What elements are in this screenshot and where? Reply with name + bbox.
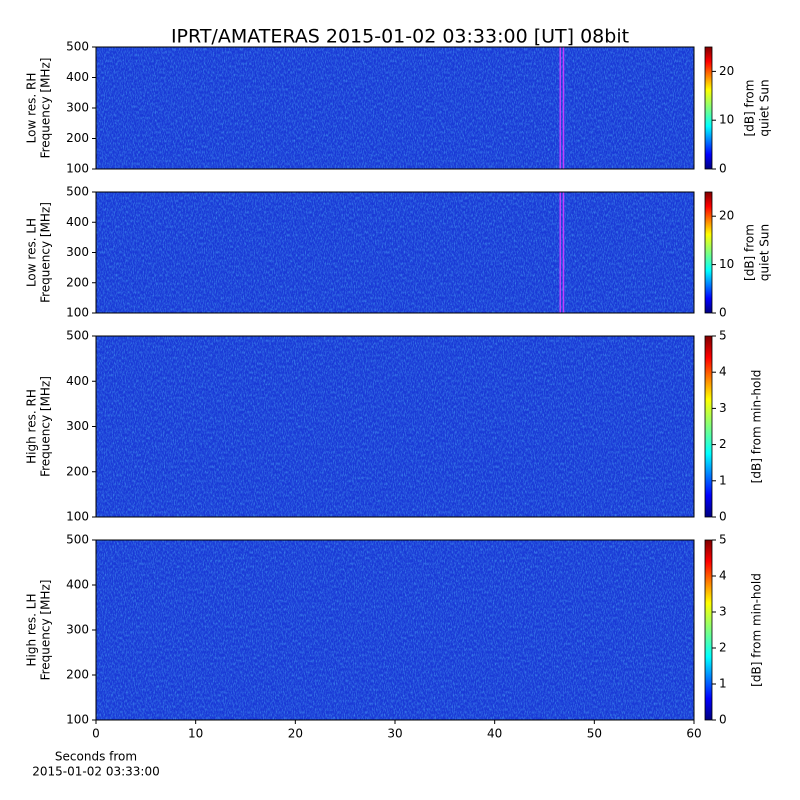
y-tick-label: 100 xyxy=(66,713,89,727)
y-tick-label: 400 xyxy=(66,578,89,592)
colorbar xyxy=(704,191,713,314)
x-tick-label: 40 xyxy=(487,727,502,741)
y-axis-label: Frequency [MHz] xyxy=(39,58,53,159)
y-tick-label: 300 xyxy=(66,419,89,433)
y-axis-label: Frequency [MHz] xyxy=(39,580,53,681)
colorbar-tick-label: 0 xyxy=(719,306,727,320)
colorbar-tick-label: 5 xyxy=(719,329,727,343)
colorbar-label: [dB] from xyxy=(743,80,757,137)
colorbar-tick-label: 2 xyxy=(719,641,727,655)
x-axis-label: Seconds from xyxy=(55,750,137,764)
colorbar-label: [dB] from min-hold xyxy=(750,370,764,484)
x-tick-label: 60 xyxy=(686,727,701,741)
y-tick-label: 500 xyxy=(66,533,89,547)
y-tick-label: 300 xyxy=(66,623,89,637)
x-tick-label: 50 xyxy=(587,727,602,741)
x-tick-label: 0 xyxy=(92,727,100,741)
colorbar xyxy=(704,539,713,721)
colorbar-tick-label: 0 xyxy=(719,162,727,176)
spectrogram-texture xyxy=(96,336,694,517)
y-tick-label: 500 xyxy=(66,185,89,199)
colorbar-tick-label: 1 xyxy=(719,677,727,691)
x-tick-label: 10 xyxy=(188,727,203,741)
y-axis-label: Frequency [MHz] xyxy=(39,376,53,477)
y-axis-label: Low res. RH xyxy=(25,73,39,144)
y-tick-label: 400 xyxy=(66,70,89,84)
colorbar-tick-label: 4 xyxy=(719,569,727,583)
colorbar-tick-label: 0 xyxy=(719,713,727,727)
y-tick-label: 300 xyxy=(66,101,89,115)
y-tick-label: 500 xyxy=(66,40,89,54)
y-axis-label: Frequency [MHz] xyxy=(39,202,53,303)
y-tick-label: 200 xyxy=(66,464,89,478)
y-tick-label: 400 xyxy=(66,215,89,229)
y-tick-label: 100 xyxy=(66,162,89,176)
colorbar-label: quiet Sun xyxy=(758,79,772,136)
colorbar-tick-label: 5 xyxy=(719,533,727,547)
spectrogram-texture xyxy=(96,540,694,720)
colorbar-tick-label: 3 xyxy=(719,605,727,619)
spectrogram-texture xyxy=(96,192,694,313)
colorbar-tick-label: 20 xyxy=(719,64,734,78)
y-tick-label: 200 xyxy=(66,131,89,145)
y-tick-label: 500 xyxy=(66,329,89,343)
colorbar-tick-label: 3 xyxy=(719,401,727,415)
colorbar-tick-label: 1 xyxy=(719,473,727,487)
x-tick-label: 30 xyxy=(387,727,402,741)
colorbar-label: [dB] from xyxy=(743,224,757,281)
colorbar-tick-label: 10 xyxy=(719,257,734,271)
y-tick-label: 100 xyxy=(66,510,89,524)
chart-title: IPRT/AMATERAS 2015-01-02 03:33:00 [UT] 0… xyxy=(171,26,629,48)
x-tick-label: 20 xyxy=(288,727,303,741)
colorbar-tick-label: 10 xyxy=(719,113,734,127)
colorbar-tick-label: 20 xyxy=(719,209,734,223)
y-tick-label: 300 xyxy=(66,245,89,259)
y-axis-label: High res. RH xyxy=(25,389,39,464)
colorbar-tick-label: 0 xyxy=(719,510,727,524)
y-axis-label: Low res. LH xyxy=(25,218,39,287)
y-axis-label: High res. LH xyxy=(25,593,39,666)
colorbar xyxy=(704,46,713,170)
colorbar-label: [dB] from min-hold xyxy=(750,573,764,687)
colorbar-label: quiet Sun xyxy=(758,224,772,281)
y-tick-label: 200 xyxy=(66,275,89,289)
y-tick-label: 200 xyxy=(66,668,89,682)
x-axis-label: 2015-01-02 03:33:00 xyxy=(32,765,159,779)
colorbar xyxy=(704,335,713,518)
y-tick-label: 400 xyxy=(66,374,89,388)
y-tick-label: 100 xyxy=(66,306,89,320)
colorbar-tick-label: 2 xyxy=(719,437,727,451)
colorbar-tick-label: 4 xyxy=(719,365,727,379)
spectrogram-texture xyxy=(96,47,694,169)
